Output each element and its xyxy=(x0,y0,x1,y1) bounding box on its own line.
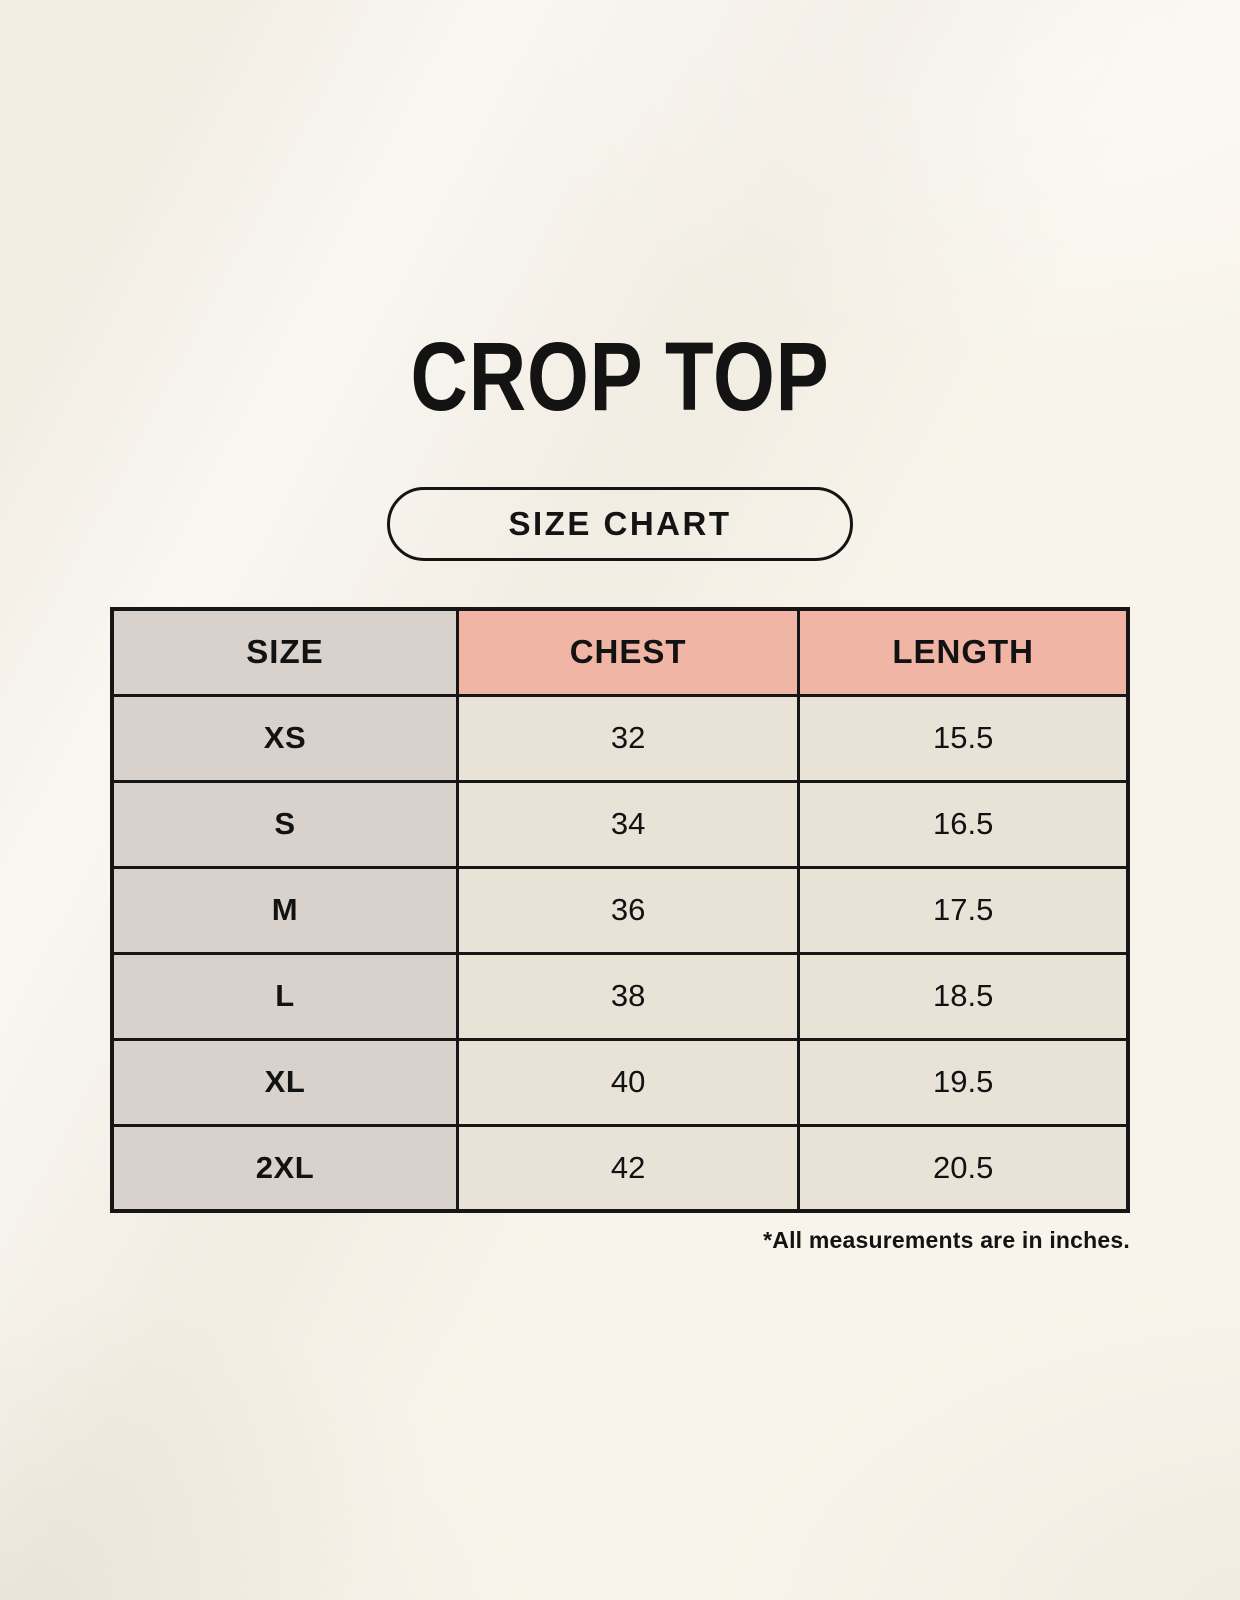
table-row-s: S 34 16.5 xyxy=(110,779,1130,869)
table-row-m: M 36 17.5 xyxy=(110,865,1130,955)
length-cell: 16.5 xyxy=(797,779,1130,869)
length-cell: 20.5 xyxy=(797,1123,1130,1213)
chest-cell: 42 xyxy=(455,1123,801,1213)
measurements-footnote: *All measurements are in inches. xyxy=(763,1227,1130,1253)
table-row-l: L 38 18.5 xyxy=(110,951,1130,1041)
chest-cell: 38 xyxy=(455,951,801,1041)
chest-cell: 40 xyxy=(455,1037,801,1127)
page-title: CROP TOP xyxy=(410,322,830,431)
table-row-xs: XS 32 15.5 xyxy=(110,693,1130,783)
table-row-2xl: 2XL 42 20.5 xyxy=(110,1123,1130,1213)
column-header-chest: CHEST xyxy=(455,607,801,697)
column-header-length: LENGTH xyxy=(797,607,1130,697)
size-cell: XL xyxy=(110,1037,459,1127)
size-chart-page: CROP TOP SIZE CHART SIZE CHEST LENGTH XS… xyxy=(110,322,1130,1253)
chest-cell: 34 xyxy=(455,779,801,869)
table-header-row: SIZE CHEST LENGTH xyxy=(110,607,1130,697)
size-cell: XS xyxy=(110,693,459,783)
chest-cell: 32 xyxy=(455,693,801,783)
column-header-size: SIZE xyxy=(110,607,459,697)
size-cell: 2XL xyxy=(110,1123,459,1213)
length-cell: 19.5 xyxy=(797,1037,1130,1127)
length-cell: 18.5 xyxy=(797,951,1130,1041)
chest-cell: 36 xyxy=(455,865,801,955)
size-cell: M xyxy=(110,865,459,955)
size-chart-badge: SIZE CHART xyxy=(387,487,853,561)
size-cell: S xyxy=(110,779,459,869)
size-chart-table: SIZE CHEST LENGTH XS 32 15.5 S 34 16.5 M… xyxy=(110,607,1130,1213)
length-cell: 15.5 xyxy=(797,693,1130,783)
size-chart-badge-label: SIZE CHART xyxy=(508,505,732,542)
size-cell: L xyxy=(110,951,459,1041)
table-row-xl: XL 40 19.5 xyxy=(110,1037,1130,1127)
length-cell: 17.5 xyxy=(797,865,1130,955)
